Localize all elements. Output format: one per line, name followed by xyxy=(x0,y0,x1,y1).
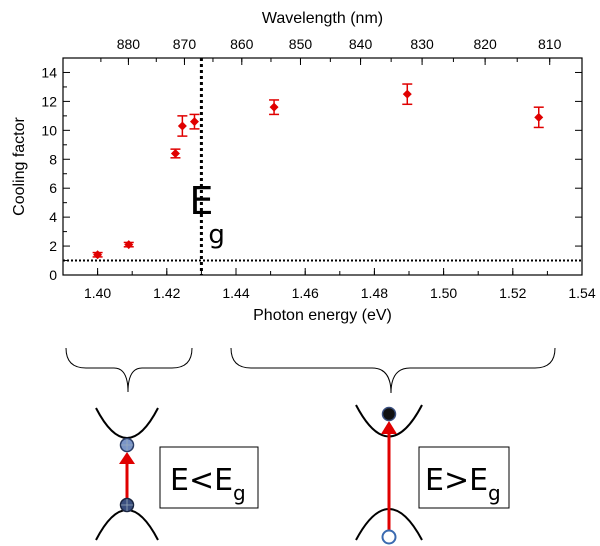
data-point xyxy=(402,83,413,106)
right-excited-electron xyxy=(381,406,397,422)
top-tick-label: 820 xyxy=(473,36,497,52)
top-tick-label: 840 xyxy=(349,36,373,52)
right-label-subscript: g xyxy=(488,481,501,505)
y-tick-label: 0 xyxy=(49,267,57,283)
x-tick-label: 1.42 xyxy=(153,285,180,301)
data-points xyxy=(92,83,544,260)
y-axis-title: Cooling factor xyxy=(11,116,28,215)
right-arrow-head-icon xyxy=(381,421,397,434)
diamond-marker xyxy=(170,148,180,158)
y-tick-label: 10 xyxy=(41,122,57,138)
data-point xyxy=(123,240,134,250)
y-tick-label: 14 xyxy=(41,64,57,80)
diamond-marker xyxy=(93,250,103,260)
data-point xyxy=(177,115,188,137)
top-tick-label: 830 xyxy=(410,36,434,52)
left-conduction-band xyxy=(95,407,159,439)
y-tick-label: 8 xyxy=(49,151,57,167)
diamond-marker xyxy=(269,102,279,112)
left-valence-band xyxy=(95,509,159,541)
data-point xyxy=(269,99,280,116)
right-valence-hole xyxy=(381,529,397,545)
left-electron-hatch xyxy=(121,439,133,511)
bandgap-label: E g xyxy=(189,179,225,250)
x-tick-label: 1.40 xyxy=(84,285,111,301)
right-label-box xyxy=(418,446,510,509)
y-tick-label: 4 xyxy=(49,209,57,225)
right-band-diagram xyxy=(355,404,423,545)
data-point xyxy=(92,250,103,260)
x-tick-label: 1.54 xyxy=(568,285,595,301)
right-label-main: E>E xyxy=(425,463,488,498)
y-tick-label: 6 xyxy=(49,180,57,196)
diamond-marker xyxy=(189,117,199,127)
x-tick-label: 1.44 xyxy=(222,285,249,301)
x-axis: 1.40 1.42 1.44 1.46 1.48 1.50 1.52 1.54 xyxy=(62,268,596,301)
x-tick-label: 1.50 xyxy=(430,285,457,301)
plot-frame xyxy=(62,57,583,276)
left-label-main: E<E xyxy=(170,463,233,498)
top-wavelength-axis: 880 870 860 850 840 830 820 810 xyxy=(100,36,562,65)
top-tick-label: 860 xyxy=(230,36,254,52)
left-arrow-head-icon xyxy=(119,452,135,464)
data-point xyxy=(533,106,544,129)
diamond-marker xyxy=(124,240,134,250)
x-axis-title: Photon energy (eV) xyxy=(253,307,392,324)
bandgap-label-main: E xyxy=(189,179,213,223)
diamond-marker xyxy=(402,89,412,99)
top-tick-label: 850 xyxy=(289,36,313,52)
y-tick-label: 2 xyxy=(49,238,57,254)
data-point xyxy=(170,148,181,159)
left-label-box xyxy=(159,446,259,509)
left-label-subscript: g xyxy=(233,481,246,505)
diamond-marker xyxy=(534,112,544,122)
top-tick-label: 870 xyxy=(173,36,197,52)
left-brace xyxy=(65,347,193,393)
x-tick-label: 1.46 xyxy=(292,285,319,301)
x-tick-label: 1.48 xyxy=(361,285,388,301)
data-point xyxy=(189,113,200,130)
bandgap-label-subscript: g xyxy=(208,220,225,250)
top-tick-label: 880 xyxy=(117,36,141,52)
diamond-marker xyxy=(177,121,187,131)
top-tick-label: 810 xyxy=(538,36,562,52)
right-brace xyxy=(230,347,556,394)
y-axis: 0 2 4 6 8 10 12 14 xyxy=(41,64,582,283)
y-tick-label: 12 xyxy=(41,93,57,109)
top-axis-title: Wavelength (nm) xyxy=(262,10,383,27)
x-tick-label: 1.52 xyxy=(499,285,526,301)
left-band-diagram xyxy=(95,407,159,541)
